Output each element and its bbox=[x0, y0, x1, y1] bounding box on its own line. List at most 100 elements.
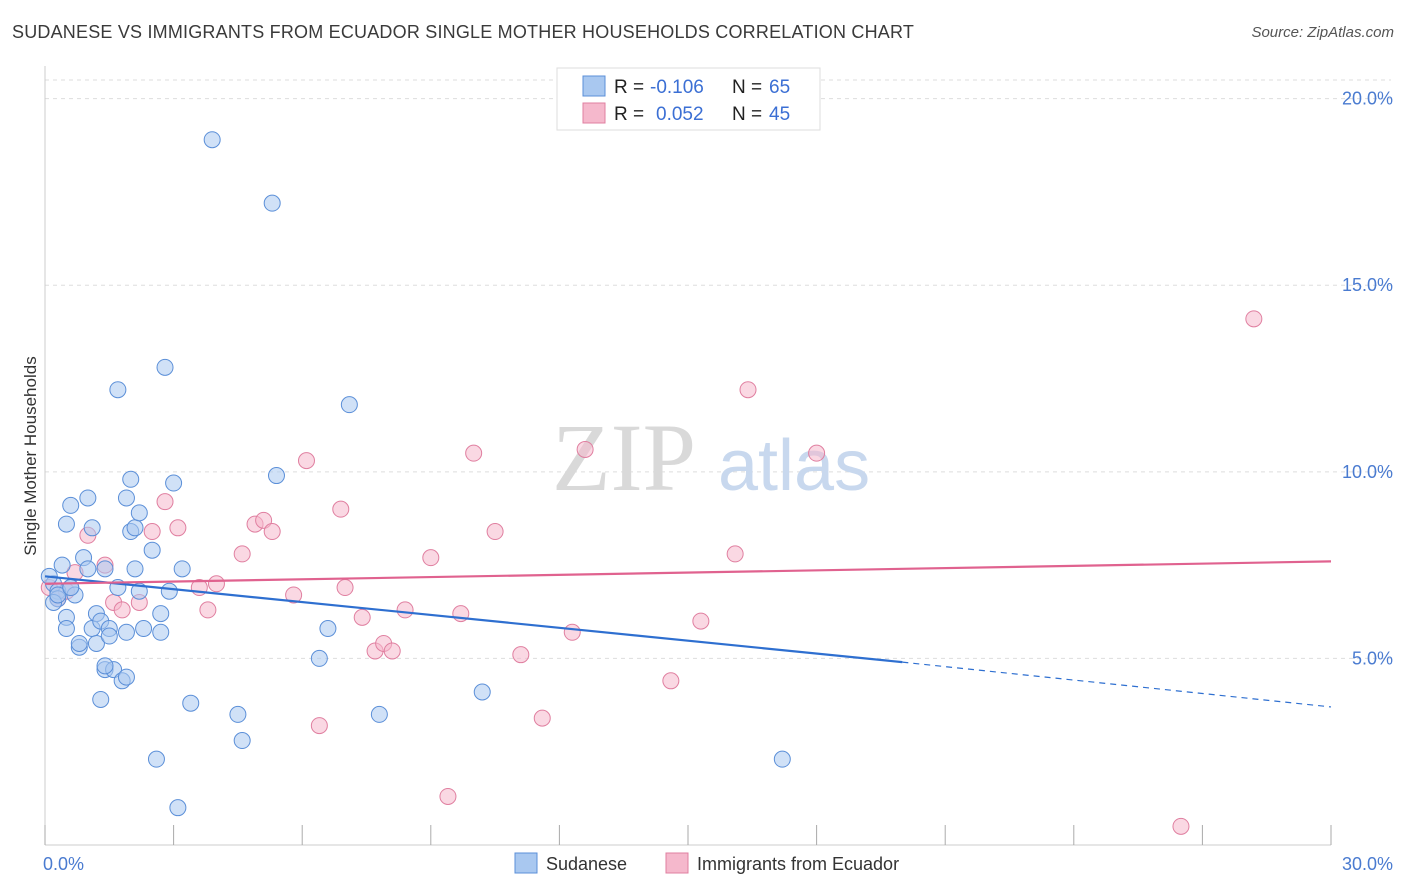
series-sudanese-points bbox=[40, 131, 791, 817]
point-sudanese bbox=[156, 358, 174, 376]
point-sudanese bbox=[143, 541, 161, 559]
point-ecuador bbox=[396, 601, 414, 619]
point-sudanese bbox=[49, 586, 67, 604]
point-sudanese bbox=[96, 560, 114, 578]
point-sudanese bbox=[773, 750, 791, 768]
y-axis-label: Single Mother Households bbox=[21, 356, 40, 555]
point-sudanese bbox=[182, 694, 200, 712]
point-sudanese bbox=[203, 131, 221, 149]
point-ecuador bbox=[726, 545, 744, 563]
legend-r-value-2: 0.052 bbox=[656, 104, 704, 125]
y-tick-label: 20.0% bbox=[1342, 89, 1393, 109]
point-sudanese bbox=[79, 560, 97, 578]
point-sudanese bbox=[92, 690, 110, 708]
y-tick-label: 5.0% bbox=[1352, 648, 1393, 668]
point-sudanese bbox=[83, 519, 101, 537]
point-sudanese bbox=[310, 649, 328, 667]
trend-line-sudanese-extension bbox=[902, 661, 1332, 708]
point-ecuador bbox=[263, 523, 281, 541]
trend-line-sudanese bbox=[44, 575, 903, 664]
point-ecuador bbox=[739, 381, 757, 399]
point-sudanese bbox=[152, 605, 170, 623]
point-ecuador bbox=[233, 545, 251, 563]
point-sudanese bbox=[96, 657, 114, 675]
point-ecuador bbox=[533, 709, 551, 727]
point-sudanese bbox=[57, 515, 75, 533]
bottom-legend-label-sudanese: Sudanese bbox=[546, 854, 627, 874]
bottom-legend-swatch-sudanese bbox=[514, 852, 538, 874]
point-sudanese bbox=[233, 732, 251, 750]
point-ecuador bbox=[297, 452, 315, 470]
point-sudanese bbox=[319, 620, 337, 638]
point-ecuador bbox=[662, 672, 680, 690]
legend-n-label-1: N = bbox=[732, 77, 762, 98]
point-ecuador bbox=[465, 444, 483, 462]
point-sudanese bbox=[267, 467, 285, 485]
bottom-legend-swatch-ecuador bbox=[665, 852, 689, 874]
point-sudanese bbox=[165, 474, 183, 492]
y-tick-label: 15.0% bbox=[1342, 275, 1393, 295]
point-sudanese bbox=[122, 470, 140, 488]
chart-title: SUDANESE VS IMMIGRANTS FROM ECUADOR SING… bbox=[12, 22, 915, 42]
point-ecuador bbox=[353, 608, 371, 626]
x-tick-label: 30.0% bbox=[1342, 854, 1393, 874]
point-ecuador bbox=[1245, 310, 1263, 328]
point-ecuador bbox=[199, 601, 217, 619]
point-ecuador bbox=[113, 601, 131, 619]
legend-n-label-2: N = bbox=[732, 104, 762, 125]
point-sudanese bbox=[62, 579, 80, 597]
x-tick-label: 0.0% bbox=[43, 854, 84, 874]
point-sudanese bbox=[263, 194, 281, 212]
legend-r-label-1: R = bbox=[614, 77, 644, 98]
point-ecuador bbox=[332, 500, 350, 518]
point-sudanese bbox=[229, 705, 247, 723]
point-sudanese bbox=[130, 504, 148, 522]
x-tick-labels: 0.0% 30.0% bbox=[43, 854, 1393, 874]
watermark-atlas: atlas bbox=[718, 426, 870, 506]
point-ecuador bbox=[576, 440, 594, 458]
point-ecuador bbox=[143, 523, 161, 541]
axes bbox=[44, 66, 1332, 846]
point-ecuador bbox=[563, 623, 581, 641]
point-ecuador bbox=[156, 493, 174, 511]
point-sudanese bbox=[160, 582, 178, 600]
bottom-legend: Sudanese Immigrants from Ecuador bbox=[514, 852, 899, 874]
legend-n-value-1: 65 bbox=[769, 77, 790, 98]
point-ecuador bbox=[422, 549, 440, 567]
source-label: Source: ZipAtlas.com bbox=[1251, 24, 1394, 41]
point-ecuador bbox=[285, 586, 303, 604]
point-sudanese bbox=[169, 799, 187, 817]
bottom-legend-label-ecuador: Immigrants from Ecuador bbox=[697, 854, 899, 874]
point-sudanese bbox=[340, 396, 358, 414]
point-sudanese bbox=[126, 519, 144, 537]
point-sudanese bbox=[473, 683, 491, 701]
point-ecuador bbox=[336, 579, 354, 597]
point-sudanese bbox=[147, 750, 165, 768]
point-sudanese bbox=[53, 556, 71, 574]
point-ecuador bbox=[207, 575, 225, 593]
point-sudanese bbox=[109, 381, 127, 399]
point-ecuador bbox=[439, 787, 457, 805]
legend-r-value-1: -0.106 bbox=[650, 77, 704, 98]
trend-line-ecuador bbox=[44, 560, 1332, 585]
y-tick-label: 10.0% bbox=[1342, 462, 1393, 482]
point-ecuador bbox=[808, 444, 826, 462]
legend-r-label-2: R = bbox=[614, 104, 644, 125]
trend-lines bbox=[44, 560, 1332, 708]
point-sudanese bbox=[135, 620, 153, 638]
point-ecuador bbox=[486, 523, 504, 541]
legend-swatch-sudanese bbox=[582, 75, 606, 97]
point-sudanese bbox=[117, 489, 135, 507]
point-ecuador bbox=[169, 519, 187, 537]
point-ecuador bbox=[1172, 817, 1190, 835]
point-sudanese bbox=[57, 620, 75, 638]
point-sudanese bbox=[100, 627, 118, 645]
point-sudanese bbox=[62, 496, 80, 514]
point-ecuador bbox=[692, 612, 710, 630]
point-sudanese bbox=[79, 489, 97, 507]
point-ecuador bbox=[310, 717, 328, 735]
point-sudanese bbox=[87, 634, 105, 652]
point-sudanese bbox=[126, 560, 144, 578]
point-ecuador bbox=[512, 646, 530, 664]
point-ecuador bbox=[255, 511, 273, 529]
